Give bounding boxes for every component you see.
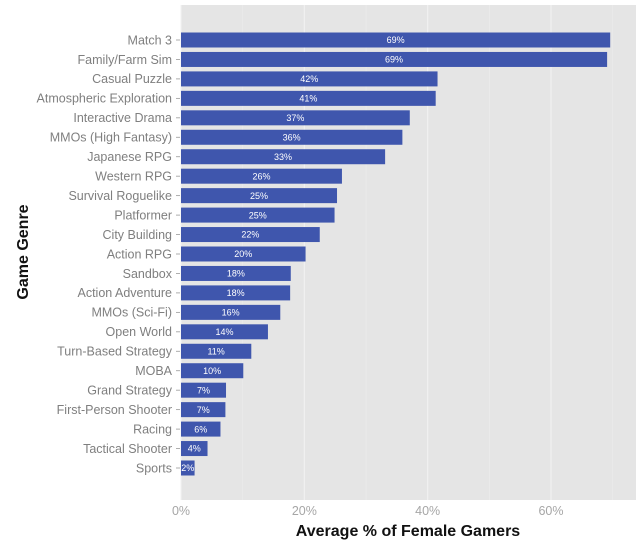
- bar: [181, 168, 342, 184]
- data-label: 20%: [234, 249, 252, 259]
- x-tick-label: 60%: [538, 504, 563, 518]
- bar: [181, 343, 252, 359]
- bar: [181, 71, 438, 87]
- category-label: First-Person Shooter: [57, 403, 172, 417]
- bar: [181, 227, 320, 243]
- data-label: 14%: [215, 327, 233, 337]
- bar: [181, 110, 410, 126]
- data-label: 26%: [252, 171, 270, 181]
- category-label: Grand Strategy: [87, 383, 173, 397]
- bar: [181, 421, 221, 437]
- bar: [181, 363, 244, 379]
- bar: [181, 246, 306, 262]
- bar: [181, 51, 608, 67]
- x-tick-label: 0%: [172, 504, 190, 518]
- data-label: 25%: [250, 191, 268, 201]
- category-label: City Building: [103, 228, 173, 242]
- y-axis-title: Game Genre: [15, 204, 32, 299]
- data-label: 4%: [188, 444, 201, 454]
- bar: [181, 32, 611, 48]
- category-label: Casual Puzzle: [92, 72, 172, 86]
- category-label: MMOs (High Fantasy): [50, 131, 172, 145]
- bar: [181, 90, 436, 106]
- category-label: Interactive Drama: [73, 111, 172, 125]
- category-label: Japanese RPG: [87, 150, 172, 164]
- category-label: Family/Farm Sim: [78, 53, 172, 67]
- data-label: 22%: [241, 230, 259, 240]
- x-tick-label: 40%: [415, 504, 440, 518]
- category-label: Atmospheric Exploration: [37, 92, 173, 106]
- category-label: Match 3: [128, 33, 173, 47]
- category-label: Survival Roguelike: [68, 189, 172, 203]
- category-label: Tactical Shooter: [83, 442, 172, 456]
- bar: [181, 265, 291, 281]
- bar: [181, 285, 291, 301]
- data-label: 7%: [197, 385, 210, 395]
- bar: [181, 149, 386, 165]
- category-label: Sandbox: [123, 267, 173, 281]
- data-label: 6%: [194, 424, 207, 434]
- x-tick-label: 20%: [292, 504, 317, 518]
- bar: [181, 129, 403, 145]
- bar: [181, 304, 281, 320]
- bar: [181, 402, 226, 418]
- category-label: Sports: [136, 461, 172, 475]
- data-label: 37%: [286, 113, 304, 123]
- x-axis-title: Average % of Female Gamers: [296, 523, 521, 540]
- data-label: 69%: [387, 35, 405, 45]
- bar: [181, 207, 335, 223]
- data-label: 2%: [181, 463, 194, 473]
- data-label: 25%: [249, 210, 267, 220]
- data-label: 10%: [203, 366, 221, 376]
- data-label: 36%: [283, 132, 301, 142]
- category-label: MOBA: [135, 364, 172, 378]
- category-label: Turn-Based Strategy: [57, 345, 173, 359]
- data-label: 42%: [300, 74, 318, 84]
- bar: [181, 324, 268, 340]
- data-label: 41%: [299, 94, 317, 104]
- data-label: 16%: [222, 308, 240, 318]
- data-label: 18%: [227, 269, 245, 279]
- bar: [181, 382, 227, 398]
- category-label: Open World: [106, 325, 173, 339]
- data-label: 7%: [197, 405, 210, 415]
- bar: [181, 188, 338, 204]
- bar: [181, 441, 208, 457]
- category-label: Platformer: [114, 208, 172, 222]
- data-label: 33%: [274, 152, 292, 162]
- data-label: 69%: [385, 55, 403, 65]
- data-label: 11%: [207, 346, 224, 356]
- category-label: MMOs (Sci-Fi): [91, 306, 172, 320]
- data-label: 18%: [227, 288, 245, 298]
- category-label: Western RPG: [95, 169, 172, 183]
- bar: [181, 460, 195, 476]
- category-label: Racing: [133, 422, 172, 436]
- category-label: Action Adventure: [77, 286, 172, 300]
- category-label: Action RPG: [107, 247, 172, 261]
